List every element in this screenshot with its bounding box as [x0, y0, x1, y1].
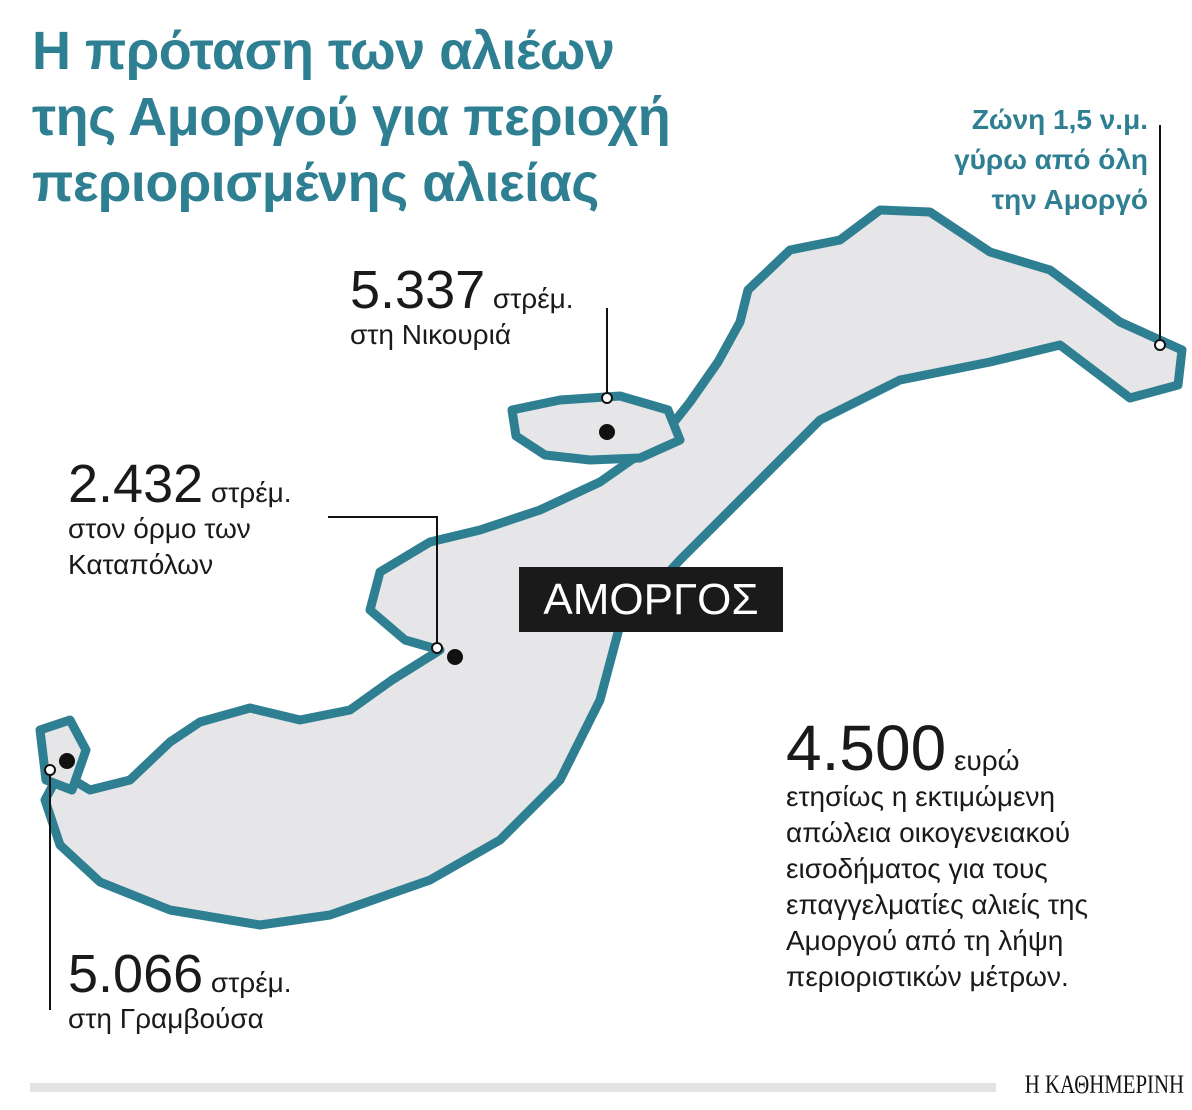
- title-line: της Αμοργού για περιοχή: [32, 87, 671, 147]
- zone-line: γύρω από όλη: [954, 144, 1148, 175]
- area-unit: στρέμ.: [210, 477, 292, 508]
- area-value: 5.066: [68, 944, 204, 1004]
- area-value: 2.432: [68, 454, 204, 514]
- area-place: στη Γραμβούσα: [68, 1003, 264, 1034]
- loss-line: εισοδήματος για τους: [786, 853, 1048, 884]
- area-unit: στρέμ.: [210, 967, 292, 998]
- publisher-logo: Η ΚΑΘΗΜΕΡΙΝΗ: [1024, 1070, 1184, 1099]
- zone-line: την Αμοργό: [991, 184, 1148, 215]
- zone-note: Ζώνη 1,5 ν.μ. γύρω από όλη την Αμοργό: [954, 100, 1148, 220]
- loss-unit: ευρώ: [953, 745, 1020, 776]
- area-place: στον όρμο των: [68, 513, 251, 544]
- area-place: Καταπόλων: [68, 549, 214, 580]
- area-value: 5.337: [350, 260, 486, 320]
- loss-value: 4.500: [786, 712, 947, 784]
- loss-line: επαγγελματίες αλιείς της: [786, 889, 1088, 920]
- gramvousa-label: 5.066 στρέμ. στη Γραμβούσα: [68, 947, 292, 1037]
- island-name-label: ΑΜΟΡΓΟΣ: [519, 567, 783, 632]
- footer-bar: [30, 1083, 996, 1092]
- location-dot: [447, 649, 463, 665]
- loss-line: Αμοργού από τη λήψη: [786, 925, 1064, 956]
- area-place: στη Νικουριά: [350, 319, 512, 350]
- katapola-label: 2.432 στρέμ. στον όρμο των Καταπόλων: [68, 457, 292, 583]
- loss-label: 4.500 ευρώ ετησίως η εκτιμώμενη απώλεια …: [786, 716, 1088, 995]
- title-line: Η πρόταση των αλιέων: [32, 21, 615, 81]
- title-line: περιορισμένης αλιείας: [32, 153, 599, 213]
- nikouria-label: 5.337 στρέμ. στη Νικουριά: [350, 263, 574, 353]
- leader-line: [328, 516, 438, 643]
- loss-line: απώλεια οικογενειακού: [786, 817, 1071, 848]
- loss-line: περιοριστικών μέτρων.: [786, 961, 1069, 992]
- loss-line: ετησίως η εκτιμώμενη: [786, 781, 1056, 812]
- zone-line: Ζώνη 1,5 ν.μ.: [971, 104, 1148, 135]
- area-unit: στρέμ.: [492, 283, 574, 314]
- nikouria-islet: [507, 391, 685, 465]
- location-dot: [59, 753, 75, 769]
- location-dot: [599, 424, 615, 440]
- title: Η πρόταση των αλιέων της Αμοργού για περ…: [32, 18, 671, 216]
